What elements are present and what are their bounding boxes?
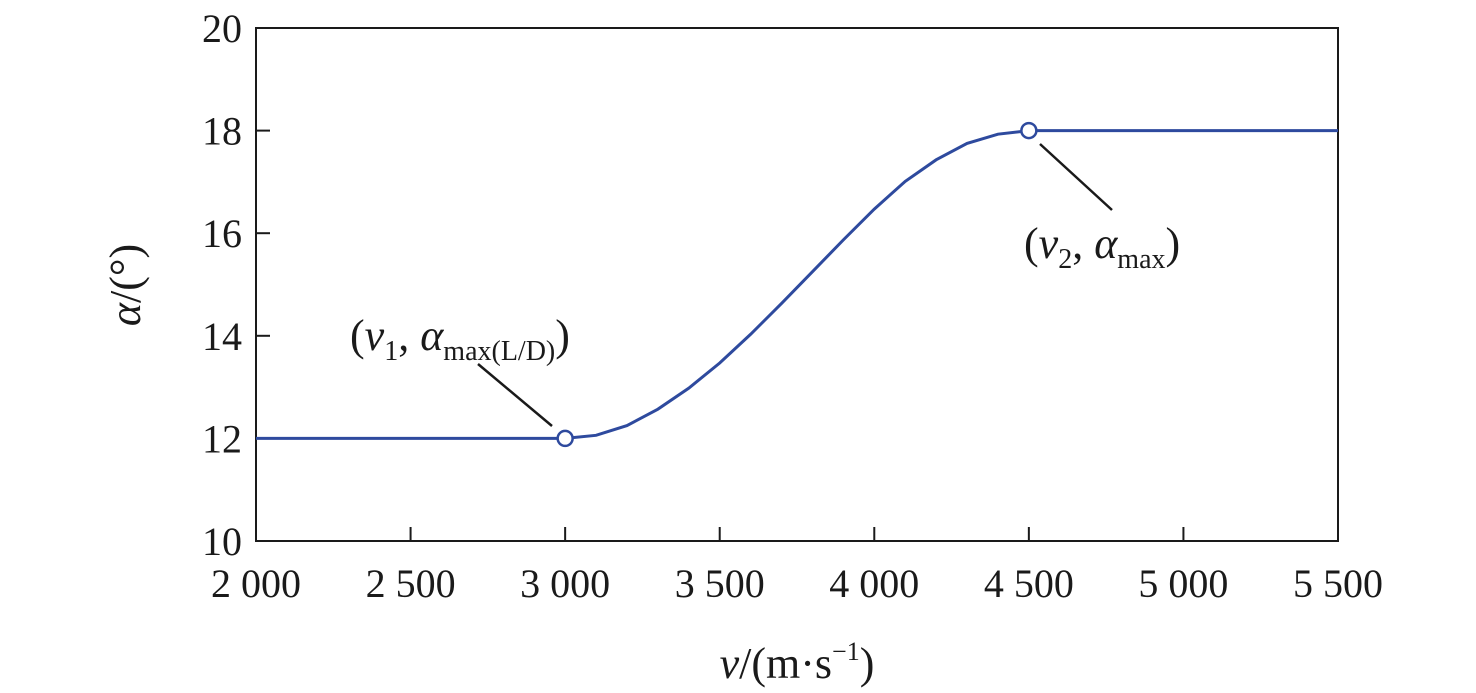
x-axis-ticks: 2 000 2 500 3 000 3 500 4 000 4 500 5 000 5 500 (211, 527, 1383, 606)
y-tick-label: 12 (202, 416, 242, 461)
x-tick-label: 3 500 (675, 561, 765, 606)
point-markers (556, 121, 1038, 448)
y-axis-ticks: 10 12 14 16 18 20 (202, 6, 270, 564)
x-tick-label: 5 500 (1293, 561, 1383, 606)
x-tick-label: 5 000 (1138, 561, 1228, 606)
annotation-point-1: (v1, αmax(L/D)) (350, 311, 570, 367)
y-tick-label: 20 (202, 6, 242, 51)
x-tick-label: 4 000 (829, 561, 919, 606)
annotation-leader-1 (477, 363, 553, 427)
point-marker (1020, 121, 1038, 140)
y-tick-label: 16 (202, 211, 242, 256)
x-axis-label: v/(m·s−1) (720, 637, 875, 688)
y-axis-label: α/(°) (101, 244, 150, 326)
x-tick-label: 4 500 (984, 561, 1074, 606)
x-tick-label: 3 000 (520, 561, 610, 606)
annotation-leader-2 (1039, 143, 1113, 211)
annotation-point-2: (v2, αmax) (1024, 219, 1180, 275)
point-marker (556, 429, 574, 448)
y-tick-label: 18 (202, 109, 242, 154)
series-line (256, 129, 1338, 440)
x-tick-label: 2 500 (366, 561, 456, 606)
plot-frame (255, 27, 1339, 542)
y-tick-label: 10 (202, 519, 242, 564)
y-tick-label: 14 (202, 314, 242, 359)
x-tick-label: 2 000 (211, 561, 301, 606)
